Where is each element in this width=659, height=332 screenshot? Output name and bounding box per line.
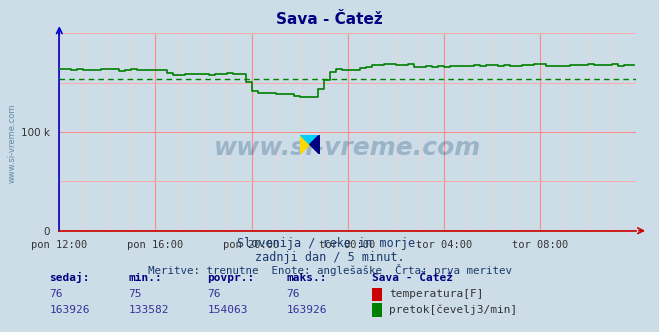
Polygon shape [300, 134, 320, 144]
Text: www.si-vreme.com: www.si-vreme.com [214, 136, 481, 160]
Polygon shape [310, 134, 320, 154]
Text: www.si-vreme.com: www.si-vreme.com [8, 103, 17, 183]
Text: sedaj:: sedaj: [49, 272, 90, 283]
Text: 76: 76 [208, 289, 221, 299]
Text: 163926: 163926 [49, 305, 90, 315]
Text: Meritve: trenutne  Enote: anglešaške  Črta: prva meritev: Meritve: trenutne Enote: anglešaške Črta… [148, 264, 511, 276]
Text: 76: 76 [49, 289, 63, 299]
Text: 75: 75 [129, 289, 142, 299]
Text: Sava - Čatež: Sava - Čatež [276, 12, 383, 27]
Polygon shape [300, 134, 310, 154]
Text: Sava - Čatež: Sava - Čatež [372, 273, 453, 283]
Text: 133582: 133582 [129, 305, 169, 315]
Text: povpr.:: povpr.: [208, 273, 255, 283]
Text: Slovenija / reke in morje.: Slovenija / reke in morje. [237, 237, 422, 250]
Text: maks.:: maks.: [287, 273, 327, 283]
Text: 163926: 163926 [287, 305, 327, 315]
Text: min.:: min.: [129, 273, 162, 283]
Text: 76: 76 [287, 289, 300, 299]
Text: pretok[čevelj3/min]: pretok[čevelj3/min] [389, 304, 517, 315]
Text: zadnji dan / 5 minut.: zadnji dan / 5 minut. [254, 251, 405, 264]
Text: temperatura[F]: temperatura[F] [389, 289, 483, 299]
Text: 154063: 154063 [208, 305, 248, 315]
